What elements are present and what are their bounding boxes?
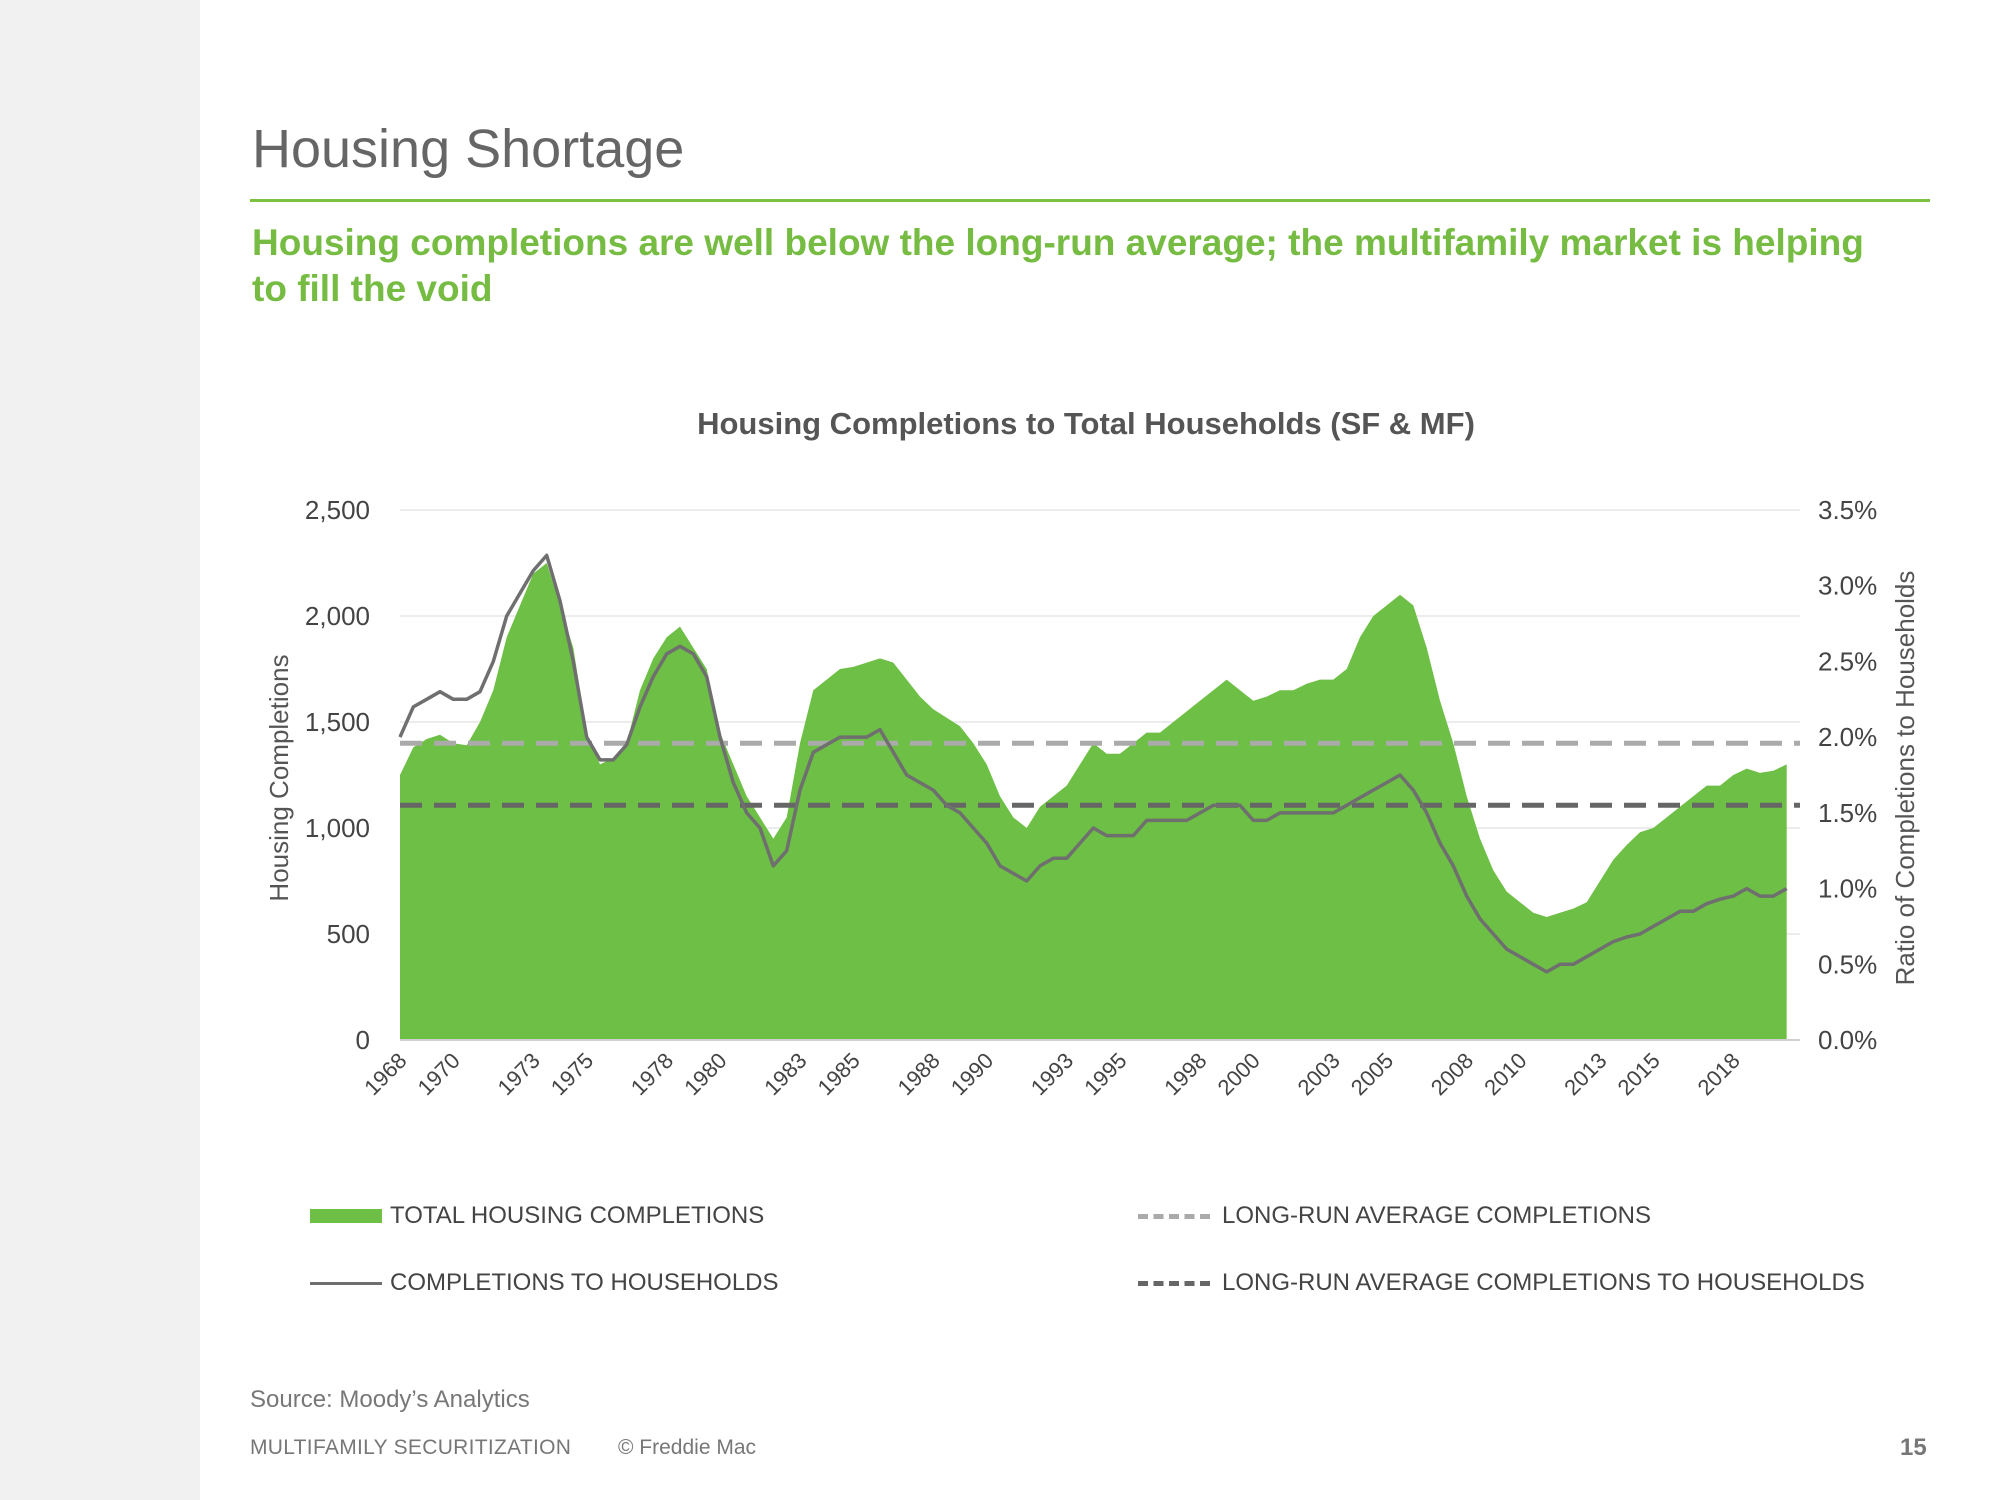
- x-tick-label: 2000: [1213, 1048, 1265, 1100]
- legend-swatch-dashed-light: [1138, 1213, 1210, 1219]
- y-tick-label: 2,500: [305, 495, 370, 525]
- x-tick-label: 1995: [1079, 1048, 1131, 1100]
- legend-label: COMPLETIONS TO HOUSEHOLDS: [390, 1269, 779, 1296]
- y2-tick-label: 1.0%: [1818, 874, 1877, 904]
- x-tick-label: 1990: [946, 1048, 998, 1100]
- x-tick-label: 2018: [1693, 1048, 1745, 1100]
- chart-title: Housing Completions to Total Households …: [697, 406, 1475, 441]
- legend-swatch-line: [310, 1281, 382, 1285]
- y2-tick-label: 1.5%: [1818, 798, 1877, 828]
- x-tick-label: 1975: [546, 1048, 598, 1100]
- y2-tick-label: 0.0%: [1818, 1025, 1877, 1055]
- y-tick-label: 1,000: [305, 813, 370, 843]
- legend-swatch-area: [310, 1209, 382, 1223]
- x-tick-label: 2003: [1293, 1048, 1345, 1100]
- left-margin-strip: [0, 0, 200, 1500]
- x-tick-label: 2005: [1346, 1048, 1398, 1100]
- x-tick-label: 2010: [1479, 1048, 1531, 1100]
- y-tick-label: 0: [356, 1025, 370, 1055]
- x-tick-label: 1970: [413, 1048, 465, 1100]
- y-tick-label: 2,000: [305, 601, 370, 631]
- x-tick-label: 1988: [893, 1048, 945, 1100]
- y2-tick-label: 3.5%: [1818, 495, 1877, 525]
- x-tick-label: 1980: [679, 1048, 731, 1100]
- title-divider: [250, 199, 1930, 202]
- y-tick-label: 500: [327, 919, 370, 949]
- x-tick-label: 1973: [493, 1048, 545, 1100]
- area-layer: [400, 563, 1787, 1040]
- x-tick-label: 1985: [813, 1048, 865, 1100]
- legend-item-longrun-average-completions: LONG-RUN AVERAGE COMPLETIONS: [1138, 1202, 1651, 1230]
- legend-label: LONG-RUN AVERAGE COMPLETIONS TO HOUSEHOL…: [1222, 1269, 1865, 1296]
- x-tick-label: 1998: [1159, 1048, 1211, 1100]
- legend-item-completions-to-households: COMPLETIONS TO HOUSEHOLDS: [310, 1269, 779, 1297]
- series-completions-to-households: [398, 553, 1788, 974]
- x-tick-label: 1978: [626, 1048, 678, 1100]
- x-tick-label: 2008: [1426, 1048, 1478, 1100]
- footer-copyright: © Freddie Mac: [618, 1436, 757, 1459]
- y2-tick-label: 2.5%: [1818, 646, 1877, 676]
- legend-item-total-completions: TOTAL HOUSING COMPLETIONS: [310, 1202, 764, 1230]
- y2-tick-label: 3.0%: [1818, 571, 1877, 601]
- legend-item-longrun-average-ratio: LONG-RUN AVERAGE COMPLETIONS TO HOUSEHOL…: [1138, 1269, 1865, 1297]
- y2-axis-label: Ratio of Completions to Households: [1890, 571, 1920, 986]
- legend-swatch-dashed-dark: [1138, 1280, 1210, 1286]
- legend-label: TOTAL HOUSING COMPLETIONS: [390, 1202, 765, 1229]
- y-axis-label: Housing Completions: [264, 654, 294, 901]
- footer-section-name: MULTIFAMILY SECURITIZATION: [250, 1436, 572, 1459]
- slide-subtitle: Housing completions are well below the l…: [252, 222, 1864, 309]
- slide-title: Housing Shortage: [252, 119, 685, 179]
- y2-tick-label: 0.5%: [1818, 949, 1877, 979]
- y2-tick-label: 2.0%: [1818, 722, 1877, 752]
- source-note: Source: Moody’s Analytics: [250, 1386, 530, 1413]
- x-tick-label: 1993: [1026, 1048, 1078, 1100]
- legend-label: LONG-RUN AVERAGE COMPLETIONS: [1222, 1202, 1651, 1229]
- line-layer: [398, 553, 1800, 974]
- x-tick-label: 2013: [1559, 1048, 1611, 1100]
- x-tick-label: 1983: [759, 1048, 811, 1100]
- x-tick-label: 1968: [359, 1048, 411, 1100]
- page-number: 15: [1900, 1434, 1927, 1461]
- y-tick-label: 1,500: [305, 707, 370, 737]
- x-tick-label: 2015: [1613, 1048, 1665, 1100]
- series-total-housing-completions: [400, 563, 1787, 1040]
